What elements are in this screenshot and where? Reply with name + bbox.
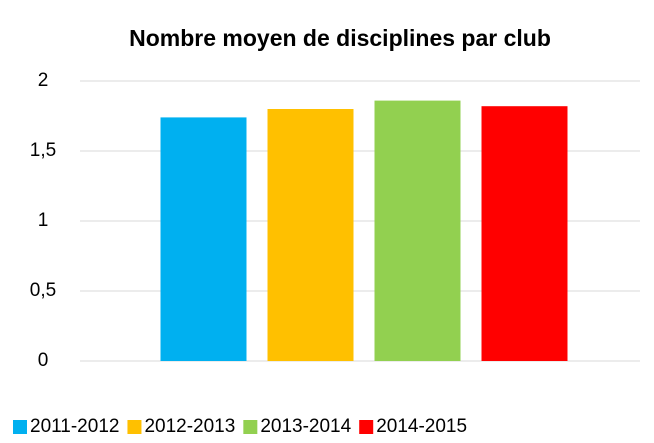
legend-label: 2013-2014 (260, 416, 351, 437)
y-tick-label: 0,5 (30, 280, 56, 301)
legend-swatch (13, 420, 27, 434)
bar (374, 100, 461, 361)
chart-title: Nombre moyen de disciplines par club (129, 25, 551, 51)
y-tick-label: 2 (38, 70, 49, 91)
bar (267, 109, 354, 361)
y-tick-label: 0 (38, 350, 49, 371)
bar (481, 106, 568, 361)
legend-swatch (359, 420, 374, 434)
legend-label: 2014-2015 (376, 416, 467, 437)
y-tick-label: 1,5 (30, 140, 56, 161)
y-tick-label: 1 (38, 210, 49, 231)
legend-label: 2012-2013 (144, 416, 235, 437)
bar (160, 117, 247, 362)
legend-swatch (127, 420, 142, 434)
legend-swatch (243, 420, 258, 434)
legend-label: 2011-2012 (30, 416, 119, 437)
